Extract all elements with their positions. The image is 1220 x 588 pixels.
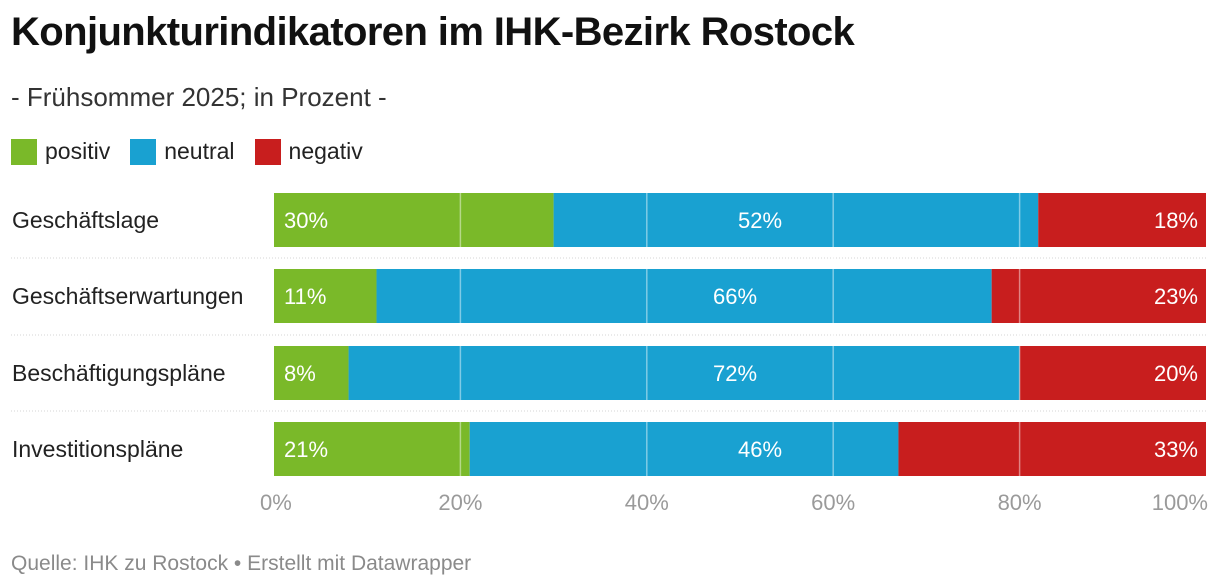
bar-segment-positiv bbox=[274, 346, 349, 400]
x-tick-label: 0% bbox=[260, 490, 292, 515]
data-label-negativ: 18% bbox=[1154, 208, 1198, 233]
bar-segment-neutral bbox=[469, 422, 899, 476]
legend-swatch-neutral bbox=[130, 138, 157, 165]
data-label-positiv: 8% bbox=[284, 361, 316, 386]
category-label: Geschäftslage bbox=[12, 207, 159, 233]
legend-item-negativ: negativ bbox=[254, 138, 363, 165]
bar-segment-neutral bbox=[553, 193, 1039, 247]
bar-segment-positiv bbox=[274, 269, 377, 323]
stacked-bar-chart: Geschäftslage Geschäftserwartungen Beschäf… bbox=[11, 191, 1208, 515]
chart-subtitle: - Frühsommer 2025; in Prozent - bbox=[11, 82, 387, 112]
data-label-negativ: 33% bbox=[1154, 437, 1198, 462]
category-label: Geschäftserwartungen bbox=[12, 283, 243, 309]
x-tick-label: 20% bbox=[438, 490, 482, 515]
category-label: Investitionspläne bbox=[12, 436, 183, 462]
data-label-negativ: 20% bbox=[1154, 361, 1198, 386]
x-tick-label: 60% bbox=[811, 490, 855, 515]
bar-segment-negativ bbox=[991, 269, 1206, 323]
legend-swatch-negativ bbox=[254, 138, 281, 165]
category-label: Beschäftigungspläne bbox=[12, 360, 226, 386]
legend-label-negativ: negativ bbox=[288, 138, 363, 164]
data-label-neutral: 72% bbox=[713, 361, 757, 386]
chart-title: Konjunkturindikatoren im IHK-Bezirk Rost… bbox=[11, 10, 855, 54]
data-label-neutral: 52% bbox=[738, 208, 782, 233]
legend-label-neutral: neutral bbox=[164, 138, 235, 164]
bar-segment-positiv bbox=[274, 193, 554, 247]
data-label-negativ: 23% bbox=[1154, 284, 1198, 309]
x-tick-label: 40% bbox=[625, 490, 669, 515]
data-label-neutral: 46% bbox=[738, 437, 782, 462]
bar-segment-neutral bbox=[376, 269, 992, 323]
bar-segment-negativ bbox=[1038, 193, 1206, 247]
data-label-positiv: 30% bbox=[284, 208, 328, 233]
bar-segment-positiv bbox=[274, 422, 470, 476]
data-label-positiv: 21% bbox=[284, 437, 328, 462]
data-label-positiv: 11% bbox=[284, 284, 326, 309]
x-tick-label: 80% bbox=[998, 490, 1042, 515]
bar-segment-negativ bbox=[1019, 346, 1206, 400]
legend-label-positiv: positiv bbox=[45, 138, 111, 164]
legend-swatch-positiv bbox=[11, 138, 37, 165]
data-label-neutral: 66% bbox=[713, 284, 757, 309]
legend-item-positiv: positiv bbox=[11, 138, 110, 165]
source-footer: Quelle: IHK zu Rostock • Erstellt mit Da… bbox=[11, 552, 472, 575]
legend-item-neutral: neutral bbox=[130, 138, 235, 165]
bar-segment-neutral bbox=[348, 346, 1020, 400]
legend: positiv neutral negativ bbox=[11, 138, 383, 165]
bar-segment-negativ bbox=[898, 422, 1206, 476]
x-tick-label: 100% bbox=[1152, 490, 1208, 515]
